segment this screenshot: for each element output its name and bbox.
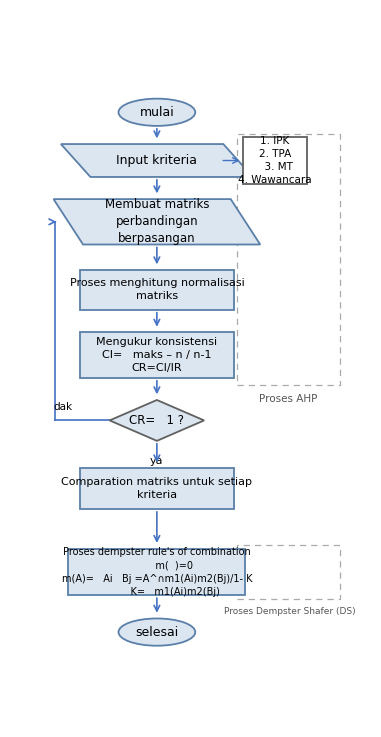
Text: Proses AHP: Proses AHP — [259, 394, 317, 404]
Text: Proses dempster rule's of combination
           m(  )=0
m(A)=   Ai   Bj =A^∩m1(: Proses dempster rule's of combination m(… — [62, 547, 252, 597]
Text: mulai: mulai — [139, 106, 174, 119]
Text: Comparation matriks untuk setiap
kriteria: Comparation matriks untuk setiap kriteri… — [61, 477, 252, 500]
Text: Proses Dempster Shafer (DS): Proses Dempster Shafer (DS) — [224, 607, 355, 616]
Text: CR=   1 ?: CR= 1 ? — [130, 414, 184, 427]
Text: Mengukur konsistensi
CI=   maks – n / n-1
CR=CI/IR: Mengukur konsistensi CI= maks – n / n-1 … — [96, 337, 218, 374]
Text: selesai: selesai — [135, 626, 179, 638]
Bar — [80, 468, 234, 509]
Ellipse shape — [118, 618, 195, 646]
Ellipse shape — [118, 99, 195, 126]
Polygon shape — [61, 144, 253, 177]
Text: Membuat matriks
perbandingan
berpasangan: Membuat matriks perbandingan berpasangan — [105, 198, 209, 245]
Text: Input kriteria: Input kriteria — [116, 154, 197, 167]
Text: dak: dak — [53, 402, 73, 412]
Bar — [243, 137, 307, 184]
Bar — [80, 270, 234, 310]
Text: 1. IPK
2. TPA
  3. MT
4. Wawancara: 1. IPK 2. TPA 3. MT 4. Wawancara — [238, 136, 312, 185]
Bar — [237, 545, 340, 599]
Text: Proses menghitung normalisasi
matriks: Proses menghitung normalisasi matriks — [69, 279, 244, 301]
Polygon shape — [110, 400, 204, 441]
Bar — [80, 332, 234, 378]
Bar — [68, 548, 245, 595]
Bar — [237, 134, 340, 385]
Text: ya: ya — [150, 455, 163, 466]
Polygon shape — [53, 199, 260, 245]
